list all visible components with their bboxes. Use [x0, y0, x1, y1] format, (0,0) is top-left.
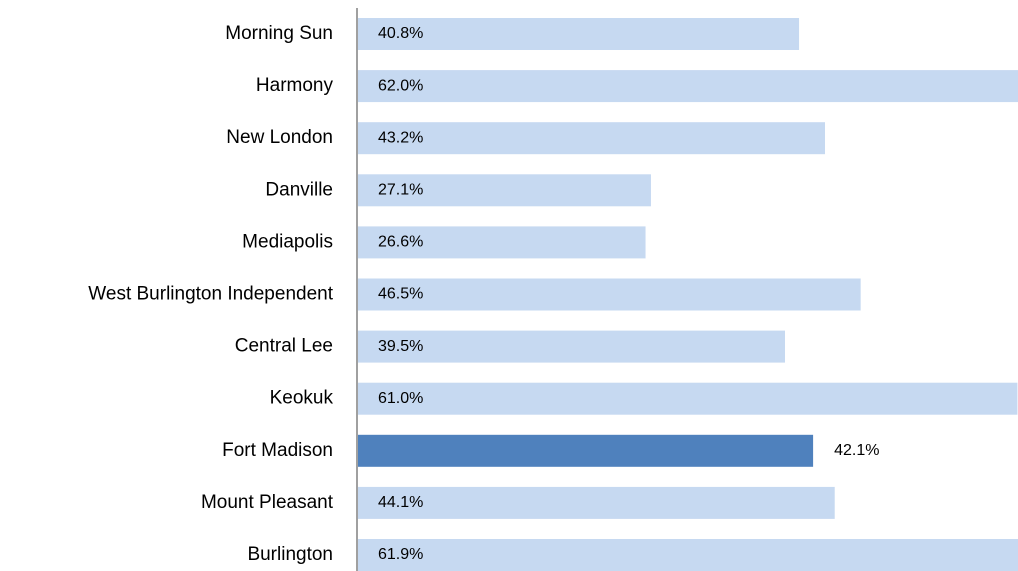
category-label: Danville — [265, 179, 333, 200]
category-label: Mount Pleasant — [201, 492, 334, 513]
bar — [358, 122, 825, 155]
bar — [358, 278, 861, 311]
category-label: West Burlington Independent — [88, 284, 333, 305]
bar — [358, 18, 800, 50]
bar — [358, 434, 814, 467]
category-label: Mediapolis — [242, 231, 333, 252]
value-label: 62.0% — [378, 77, 423, 94]
bar — [358, 70, 1018, 103]
value-label: 46.5% — [378, 286, 423, 303]
category-label: Morning Sun — [225, 23, 333, 44]
bar — [358, 486, 835, 519]
value-label: 43.2% — [378, 129, 423, 146]
category-label: Burlington — [247, 544, 333, 565]
category-label: Harmony — [256, 75, 334, 96]
bar — [358, 382, 1018, 415]
value-label: 39.5% — [378, 338, 423, 355]
value-label: 26.6% — [378, 234, 423, 251]
bar — [358, 226, 646, 259]
bar — [358, 174, 651, 207]
value-label: 40.8% — [378, 25, 423, 42]
category-label: Keokuk — [270, 388, 334, 409]
bar — [358, 330, 785, 363]
value-label: 61.0% — [378, 390, 423, 407]
category-label: Central Lee — [235, 336, 333, 357]
bar — [358, 539, 1018, 571]
value-label: 44.1% — [378, 494, 423, 511]
value-label: 27.1% — [378, 182, 423, 199]
category-label: Fort Madison — [222, 440, 333, 461]
value-label: 42.1% — [834, 442, 879, 459]
value-label: 61.9% — [378, 546, 423, 563]
category-label: New London — [226, 127, 333, 148]
